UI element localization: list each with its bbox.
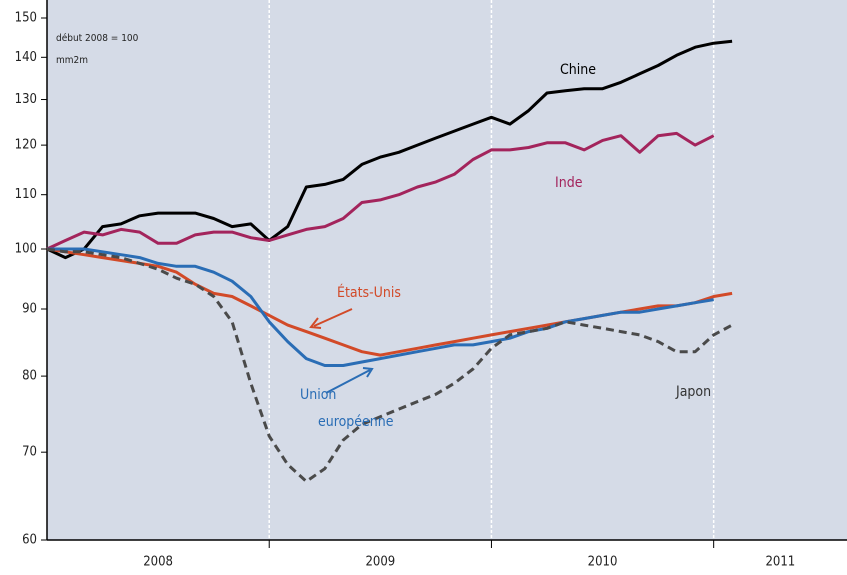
y-tick-label: 130 bbox=[15, 92, 37, 107]
annotation: États-Unis bbox=[337, 284, 401, 301]
note: début 2008 = 100 bbox=[56, 32, 139, 44]
y-tick-label: 100 bbox=[15, 241, 37, 256]
y-tick-label: 120 bbox=[15, 138, 37, 153]
x-tick-label: 2008 bbox=[143, 555, 173, 570]
annotation: Union bbox=[300, 387, 336, 403]
y-tick-label: 140 bbox=[15, 50, 37, 65]
y-tick-label: 90 bbox=[22, 302, 37, 317]
y-tick-label: 80 bbox=[22, 369, 37, 384]
annotation: Chine bbox=[560, 62, 596, 78]
annotation: européenne bbox=[318, 414, 394, 430]
series-line bbox=[46, 131, 715, 251]
annotation: Inde bbox=[555, 175, 583, 191]
series-line bbox=[47, 247, 714, 367]
y-tick-label: 60 bbox=[22, 533, 37, 548]
y-tick-label: 110 bbox=[15, 187, 37, 202]
series-line bbox=[46, 247, 733, 483]
arrows bbox=[309, 308, 374, 394]
note: mm2m bbox=[56, 55, 88, 66]
arrow bbox=[325, 369, 371, 394]
arrow-head bbox=[309, 317, 322, 329]
arrow-head bbox=[362, 367, 374, 378]
x-tick-label: 2010 bbox=[588, 555, 618, 570]
y-tick-label: 70 bbox=[22, 445, 37, 460]
annotation: Japon bbox=[675, 384, 711, 400]
x-tick-label: 2009 bbox=[365, 555, 395, 570]
arrow bbox=[313, 308, 353, 327]
series-line bbox=[46, 39, 733, 260]
y-tick-label: 150 bbox=[15, 11, 37, 26]
x-tick-label: 2011 bbox=[765, 555, 795, 570]
